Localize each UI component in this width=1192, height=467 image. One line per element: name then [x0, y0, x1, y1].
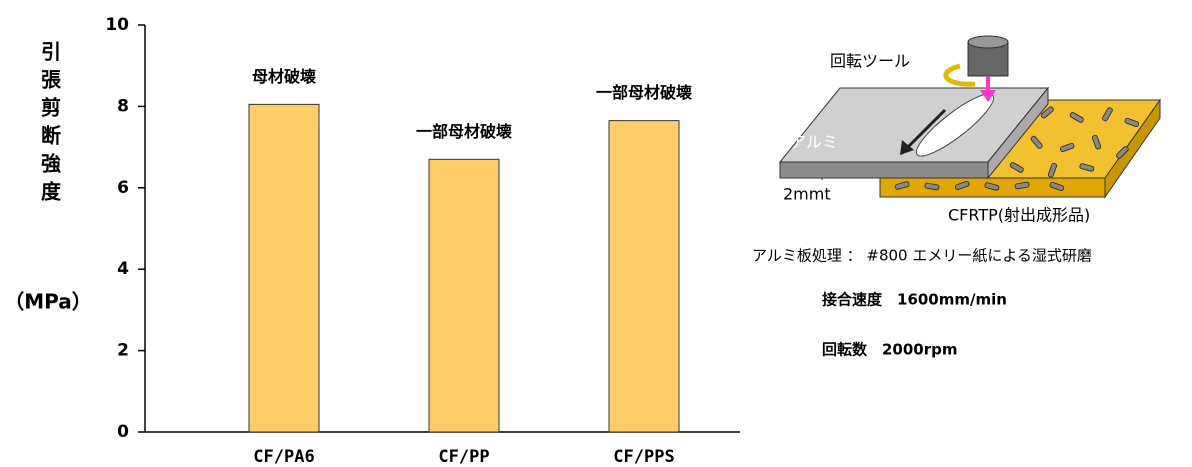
- arrow-head: [900, 140, 914, 155]
- pink-arrow-head: [980, 90, 996, 102]
- x-tick-label: CF/PA6: [253, 447, 314, 467]
- thickness-label: 2mmt: [783, 185, 831, 204]
- fibers: [894, 106, 1140, 192]
- aluminum-end: [987, 86, 1049, 180]
- aluminum-label: アルミ: [790, 133, 838, 152]
- y-tick-label: 8: [117, 96, 129, 116]
- speed-label: 接合速度 1600mm/min: [822, 291, 1007, 309]
- cfrtp-end: [1104, 98, 1161, 199]
- rotation-arrow: [943, 63, 976, 87]
- tool-label: 回転ツール: [830, 52, 910, 71]
- y-tick-label: 0: [117, 422, 129, 442]
- direction-arrow: [903, 108, 947, 152]
- bar-annotation: 一部母材破壊: [596, 83, 693, 102]
- bar: [248, 103, 320, 433]
- bar: [608, 120, 680, 433]
- x-tick-label: CF/PPS: [613, 447, 674, 467]
- bar-annotation: 母材破壊: [252, 67, 317, 86]
- rotation-label: 回転数 2000rpm: [822, 341, 958, 359]
- diagram: 回転ツール アルミ 2mmt CFRTP(射出成形品) アルミ板処理 ： #80…: [752, 35, 1161, 359]
- y-tick-label: 2: [117, 341, 129, 361]
- y-tick-label: 10: [105, 15, 129, 35]
- y-axis-label: 引張剪断強度: [38, 41, 62, 209]
- y-axis-unit: （MPa）: [4, 290, 92, 314]
- cfrtp-label: CFRTP(射出成形品): [948, 206, 1090, 225]
- x-tick-label: CF/PP: [438, 447, 489, 467]
- aluminum-side: [779, 161, 989, 179]
- bar: [428, 158, 500, 433]
- tool-top: [967, 35, 1009, 49]
- y-tick-label: 4: [117, 259, 129, 279]
- weld-bead: [915, 93, 995, 157]
- bar-annotation: 一部母材破壊: [416, 122, 513, 141]
- y-tick-label: 6: [117, 178, 129, 198]
- treatment-label: アルミ板処理 ： #800 エメリー紙による湿式研磨: [752, 247, 1092, 265]
